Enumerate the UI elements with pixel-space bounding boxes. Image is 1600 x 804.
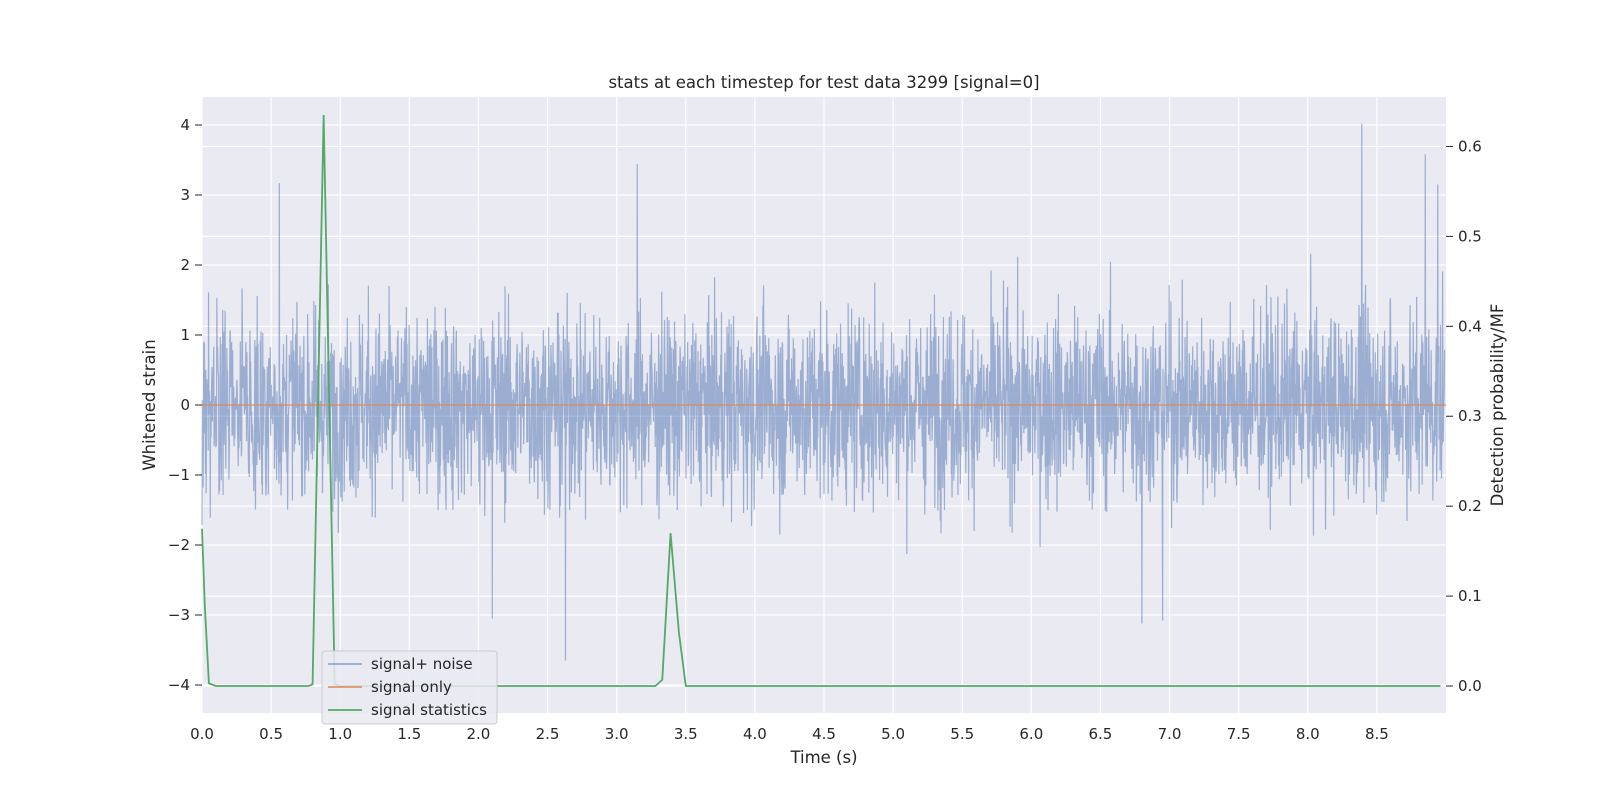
y-tick-label-left: 2 xyxy=(180,256,190,274)
x-axis-label: Time (s) xyxy=(789,748,857,767)
x-tick-label: 6.5 xyxy=(1089,725,1113,743)
x-tick-label: 5.5 xyxy=(950,725,974,743)
legend-label-signal-noise: signal+ noise xyxy=(371,655,473,673)
x-tick-label: 1.5 xyxy=(397,725,421,743)
x-tick-label: 6.0 xyxy=(1019,725,1043,743)
y-tick-label-right: 0.2 xyxy=(1458,497,1482,515)
chart-title: stats at each timestep for test data 329… xyxy=(608,73,1039,92)
x-tick-label: 5.0 xyxy=(881,725,905,743)
y-axis-label-right: Detection probability/MF xyxy=(1488,304,1507,507)
y-tick-label-left: −2 xyxy=(168,536,190,554)
x-tick-label: 3.0 xyxy=(605,725,629,743)
y-tick-label-right: 0.4 xyxy=(1458,317,1482,335)
y-tick-label-left: −4 xyxy=(168,676,190,694)
stats-series-layer xyxy=(201,114,1441,687)
signal-noise-line xyxy=(201,123,1446,661)
x-tick-label: 3.5 xyxy=(674,725,698,743)
signal-statistics-line xyxy=(201,114,1441,687)
x-tick-label: 0.0 xyxy=(190,725,214,743)
x-tick-label: 2.0 xyxy=(467,725,491,743)
ticks-layer: 0.0 0.5 1.0 1.5 2.0 2.5 3.0 3.5 4.0 4.5 5.0 5.5 6.0 6… xyxy=(168,116,1482,743)
legend-label-signal-statistics: signal statistics xyxy=(371,701,487,719)
legend-box xyxy=(321,650,498,725)
x-tick-label: 8.5 xyxy=(1365,725,1389,743)
y-tick-label-left: 3 xyxy=(180,186,190,204)
x-tick-label: 1.0 xyxy=(328,725,352,743)
legend: signal+ noise signal only signal statist… xyxy=(321,650,498,725)
x-tick-label: 4.5 xyxy=(812,725,836,743)
y-tick-label-right: 0.3 xyxy=(1458,407,1482,425)
y-tick-label-left: 0 xyxy=(180,396,190,414)
y-axis-label-left: Whitened strain xyxy=(140,339,159,470)
x-tick-label: 8.0 xyxy=(1296,725,1320,743)
legend-label-signal-only: signal only xyxy=(371,678,452,696)
y-tick-label-right: 0.1 xyxy=(1458,587,1482,605)
x-tick-label: 7.5 xyxy=(1227,725,1251,743)
y-tick-label-left: −3 xyxy=(168,606,190,624)
noise-series-layer xyxy=(201,123,1446,661)
y-tick-label-right: 0.5 xyxy=(1458,227,1482,245)
x-tick-label: 0.5 xyxy=(259,725,283,743)
y-tick-label-left: 4 xyxy=(180,116,190,134)
y-tick-label-left: −1 xyxy=(168,466,190,484)
x-tick-label: 2.5 xyxy=(536,725,560,743)
y-tick-label-right: 0.6 xyxy=(1458,137,1482,155)
x-tick-label: 4.0 xyxy=(743,725,767,743)
y-tick-label-right: 0.0 xyxy=(1458,677,1482,695)
x-tick-label: 7.0 xyxy=(1158,725,1182,743)
y-tick-label-left: 1 xyxy=(180,326,190,344)
